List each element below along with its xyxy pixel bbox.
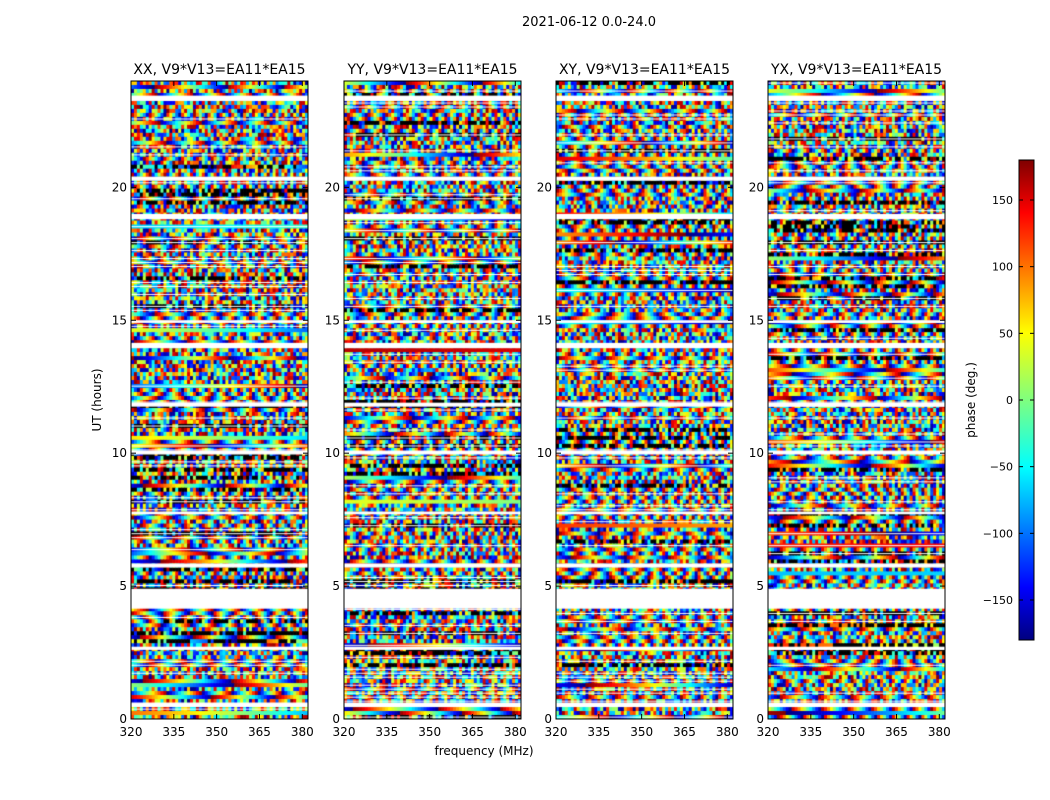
x-tick-label: 350 (842, 725, 865, 739)
panel-title: YX, V9*V13=EA11*EA15 (770, 62, 942, 78)
x-tick-label: 365 (673, 725, 696, 739)
colorbar-label: phase (deg.) (964, 362, 978, 438)
x-tick-label: 335 (162, 725, 185, 739)
y-tick-label: 15 (749, 313, 764, 327)
x-tick-label: 335 (799, 725, 822, 739)
x-tick-label: 365 (885, 725, 908, 739)
y-tick-label: 20 (749, 180, 764, 194)
y-tick-label: 5 (756, 579, 764, 593)
x-tick-label: 320 (120, 725, 143, 739)
x-tick-label: 350 (418, 725, 441, 739)
panel-title: XX, V9*V13=EA11*EA15 (133, 62, 305, 78)
panel-title: XY, V9*V13=EA11*EA15 (559, 62, 730, 78)
colorbar: 150 100 50 0 −50 −100 −150 (983, 159, 1035, 641)
y-tick-label: 10 (112, 446, 127, 460)
figure-suptitle: 2021-06-12 0.0-24.0 (522, 15, 656, 30)
panel-1: XX, V9*V13=EA11*EA15 320 335 350 365 380 0 5 10 1… (112, 62, 314, 739)
panel-3: XY, V9*V13=EA11*EA15 320 335 350 365 380 0 5 10 1… (537, 62, 739, 739)
x-tick-label: 380 (716, 725, 739, 739)
x-tick-label: 365 (461, 725, 484, 739)
y-axis-label: UT (hours) (90, 368, 104, 431)
colorbar-tick-label: −100 (983, 527, 1013, 540)
y-tick-label: 15 (537, 313, 552, 327)
panel-4: YX, V9*V13=EA11*EA15 320 335 350 365 380 0 5 10 1… (749, 62, 951, 739)
colorbar-tick-label: −150 (983, 594, 1013, 607)
colorbar-tick-label: 50 (999, 327, 1013, 340)
panels-group: XX, V9*V13=EA11*EA15 320 335 350 365 380 0 5 10 1… (112, 62, 951, 739)
panel-title: YY, V9*V13=EA11*EA15 (346, 62, 517, 78)
x-tick-label: 320 (333, 725, 356, 739)
x-tick-label: 380 (291, 725, 314, 739)
x-tick-label: 335 (587, 725, 610, 739)
panel-frame (343, 80, 522, 720)
phase-heatmap-image (768, 81, 945, 719)
y-tick-label: 20 (112, 180, 127, 194)
panel-2: YY, V9*V13=EA11*EA15 320 335 350 365 380 0 5 10 1… (325, 62, 527, 739)
x-tick-label: 320 (545, 725, 568, 739)
panel-frame (130, 80, 309, 720)
x-axis-label: frequency (MHz) (434, 744, 533, 758)
colorbar-tick-label: 150 (992, 194, 1013, 207)
y-tick-label: 20 (325, 180, 340, 194)
y-tick-label: 10 (325, 446, 340, 460)
y-tick-label: 0 (119, 712, 127, 726)
phase-heatmap-image (131, 81, 308, 719)
colorbar-tick-label: 100 (992, 261, 1013, 274)
y-tick-label: 10 (537, 446, 552, 460)
y-tick-label: 5 (544, 579, 552, 593)
x-tick-label: 365 (248, 725, 271, 739)
x-tick-label: 350 (205, 725, 228, 739)
x-tick-label: 380 (504, 725, 527, 739)
x-tick-label: 350 (630, 725, 653, 739)
x-tick-label: 380 (928, 725, 951, 739)
y-tick-label: 5 (119, 579, 127, 593)
panel-frame (767, 80, 946, 720)
x-tick-label: 335 (375, 725, 398, 739)
phase-heatmap-image (344, 81, 521, 719)
y-tick-label: 0 (332, 712, 340, 726)
x-tick-label: 320 (757, 725, 780, 739)
y-tick-label: 0 (544, 712, 552, 726)
colorbar-tick-label: −50 (990, 461, 1013, 474)
y-tick-label: 10 (749, 446, 764, 460)
y-tick-label: 15 (112, 313, 127, 327)
phase-heatmap-image (556, 81, 733, 719)
y-tick-label: 20 (537, 180, 552, 194)
panel-frame (555, 80, 734, 720)
y-tick-label: 15 (325, 313, 340, 327)
y-tick-label: 0 (756, 712, 764, 726)
y-tick-label: 5 (332, 579, 340, 593)
colorbar-tick-label: 0 (1006, 394, 1013, 407)
